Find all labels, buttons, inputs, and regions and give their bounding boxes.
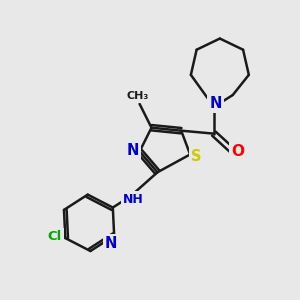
Text: O: O — [231, 144, 244, 159]
Text: N: N — [127, 142, 139, 158]
Text: Cl: Cl — [48, 230, 62, 243]
Text: CH₃: CH₃ — [127, 91, 149, 100]
Text: N: N — [105, 236, 117, 251]
Text: S: S — [191, 149, 202, 164]
Text: N: N — [209, 96, 222, 111]
Text: NH: NH — [123, 193, 144, 206]
